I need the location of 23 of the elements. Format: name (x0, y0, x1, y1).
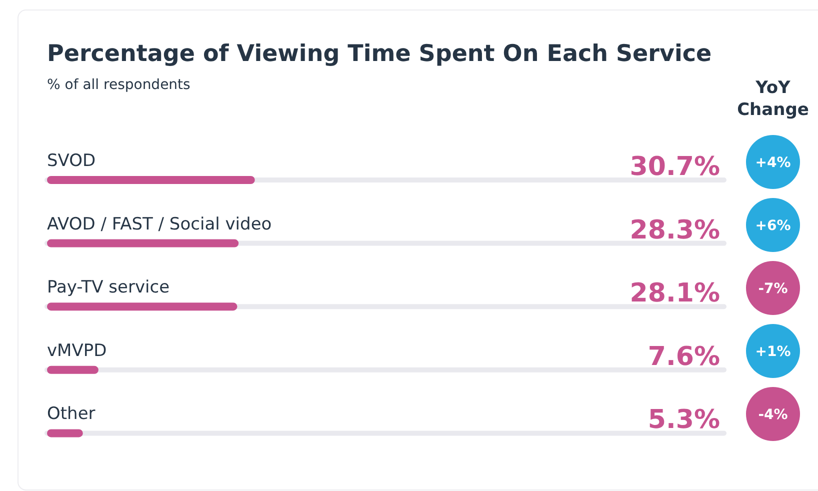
data-label: 7.6% (648, 342, 720, 372)
text: +4% (755, 155, 791, 171)
text: +1% (755, 344, 791, 360)
data-label: 30.7% (630, 152, 720, 182)
chart-subtitle: % of all respondents (47, 77, 190, 93)
y-tick-label: Pay-TV service (47, 278, 170, 298)
bar (47, 366, 98, 374)
y-tick-label: AVOD / FAST / Social video (47, 214, 272, 234)
bar (47, 302, 238, 311)
y-tick-label: SVOD (47, 151, 96, 171)
y-tick-label: vMVPD (47, 340, 107, 361)
text: YoY Change (737, 78, 809, 120)
y-tick-label: Other (47, 404, 96, 424)
data-label: 5.3% (648, 405, 720, 436)
bar (47, 239, 239, 248)
text: +6% (755, 218, 791, 234)
data-label: 28.1% (630, 278, 720, 309)
data-label: 28.3% (630, 215, 720, 246)
bar (47, 429, 83, 438)
chart-title: Percentage of Viewing Time Spent On Each Service (47, 41, 712, 67)
bar (47, 176, 255, 184)
text: -7% (758, 281, 788, 297)
text: -4% (758, 407, 788, 423)
